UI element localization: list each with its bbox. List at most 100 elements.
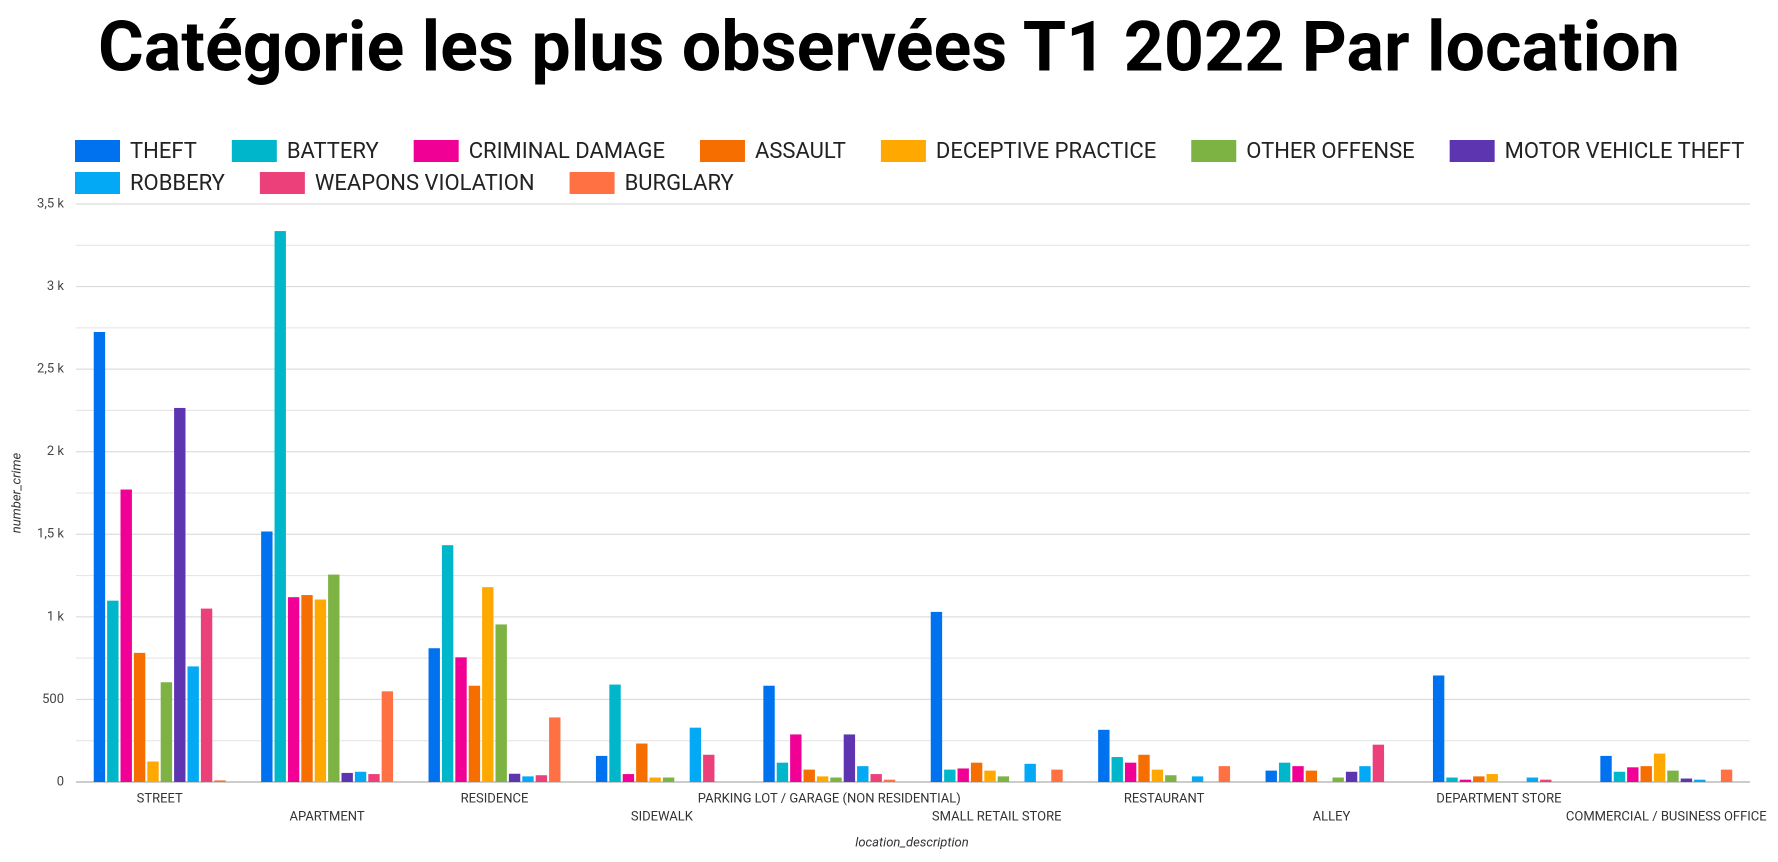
y-tick-label: 3,5 k <box>37 196 64 211</box>
bar <box>843 734 856 782</box>
y-tick-label: 2 k <box>47 444 65 459</box>
bar <box>1305 770 1318 782</box>
legend-swatch <box>1191 140 1237 162</box>
legend-label: BURGLARY <box>625 171 735 196</box>
bar <box>1051 769 1063 782</box>
bar <box>1432 675 1445 782</box>
x-tick-label: SMALL RETAIL STORE <box>932 809 1062 824</box>
x-tick-label: APARTMENT <box>290 809 365 824</box>
bar <box>636 743 648 782</box>
bar <box>1540 779 1552 782</box>
bar <box>314 599 327 782</box>
x-tick-label: DEPARTMENT STORE <box>1436 791 1561 806</box>
y-tick-label: 2,5 k <box>37 362 64 377</box>
bar <box>1111 757 1123 782</box>
bar <box>790 734 802 782</box>
bar <box>1278 762 1291 782</box>
chart-title: Catégorie les plus observées T1 2022 Par… <box>98 6 1680 88</box>
y-tick-label: 0 <box>57 774 64 789</box>
bar <box>763 685 775 782</box>
legend-label: WEAPONS VIOLATION <box>315 171 535 196</box>
bar <box>649 777 661 782</box>
bar <box>857 766 869 782</box>
legend-swatch <box>75 172 120 194</box>
legend-label: BATTERY <box>287 139 380 164</box>
bar <box>830 777 842 782</box>
y-axis-title: number_crime <box>9 452 24 533</box>
bar <box>1653 753 1666 782</box>
bar <box>984 770 996 782</box>
legend-swatch <box>880 140 926 162</box>
bar <box>381 691 394 782</box>
bar <box>1332 777 1344 782</box>
bar <box>428 648 440 782</box>
bar <box>274 231 286 782</box>
bar <box>455 657 467 782</box>
bar <box>287 597 300 782</box>
bar <box>93 331 106 782</box>
bar <box>549 717 561 782</box>
bar <box>662 777 675 782</box>
bar <box>1473 776 1485 782</box>
legend-swatch <box>569 172 615 194</box>
bar <box>301 595 313 782</box>
bar <box>354 771 367 782</box>
bar <box>944 769 956 782</box>
bar <box>441 545 454 782</box>
bar <box>1218 766 1231 782</box>
bar <box>174 407 186 782</box>
legend-label: OTHER OFFENSE <box>1246 139 1414 164</box>
bar <box>1680 778 1693 782</box>
bar <box>107 600 119 782</box>
legend-swatch <box>231 140 277 162</box>
x-tick-label: PARKING LOT / GARAGE (NON RESIDENTIAL) <box>698 791 961 806</box>
legend-label: MOTOR VEHICLE THEFT <box>1505 139 1745 164</box>
bar <box>1600 755 1612 782</box>
legend-swatch <box>413 140 459 162</box>
bar <box>508 773 521 782</box>
bar <box>776 762 789 782</box>
bar <box>1138 754 1150 782</box>
bar <box>120 489 132 782</box>
bar <box>1024 763 1036 782</box>
bar <box>187 666 199 782</box>
bar <box>1486 774 1498 782</box>
bar <box>368 774 380 782</box>
bar <box>133 652 146 782</box>
bar <box>214 780 226 782</box>
x-tick-label: SIDEWALK <box>631 809 694 824</box>
legend-label: ROBBERY <box>130 171 226 196</box>
y-tick-label: 3 k <box>47 279 65 294</box>
bar <box>1446 777 1458 782</box>
bar <box>1359 766 1371 782</box>
legend-label: ASSAULT <box>755 139 846 164</box>
bar <box>609 684 621 782</box>
bar <box>816 776 829 782</box>
bar <box>1667 770 1679 782</box>
x-tick-label: STREET <box>137 791 183 806</box>
bar <box>495 624 507 782</box>
bar <box>870 774 882 782</box>
legend-swatch <box>1449 140 1495 162</box>
bar <box>930 611 943 782</box>
x-tick-label: RESTAURANT <box>1124 791 1205 806</box>
bar <box>468 685 481 782</box>
bar <box>1694 779 1706 782</box>
x-tick-label: ALLEY <box>1313 809 1351 824</box>
y-tick-label: 500 <box>42 692 64 707</box>
bar <box>1292 766 1304 782</box>
bar <box>1191 776 1204 782</box>
bar <box>1720 769 1733 782</box>
x-axis-title: location_description <box>855 835 968 850</box>
bar <box>1459 779 1472 782</box>
bar <box>1124 762 1137 782</box>
bar <box>1151 769 1164 782</box>
bar <box>957 768 969 782</box>
bar <box>703 754 715 782</box>
y-tick-label: 1 k <box>47 609 65 624</box>
y-tick-label: 1,5 k <box>37 527 64 542</box>
bar <box>1345 771 1358 782</box>
bar <box>1372 744 1385 782</box>
bar <box>341 772 353 782</box>
